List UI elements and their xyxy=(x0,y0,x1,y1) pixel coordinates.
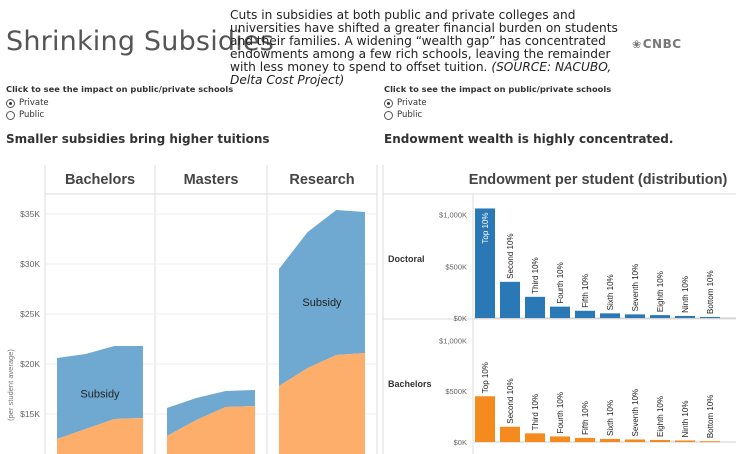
y-tick-label: $500K xyxy=(445,387,467,396)
y-tick-label: $500K xyxy=(445,262,467,271)
bar-label: Ninth 10% xyxy=(681,276,690,313)
radio-label: Private xyxy=(19,98,49,108)
y-tick-label: $15K xyxy=(20,409,40,419)
bar-bachelors xyxy=(575,437,595,442)
bar-label: Third 10% xyxy=(531,257,540,293)
radio-label: Public xyxy=(19,110,45,120)
bar-doctoral xyxy=(625,314,645,318)
radio-label: Private xyxy=(397,98,427,108)
bar-label: Fifth 10% xyxy=(581,274,590,308)
bar-label: Bottom 10% xyxy=(706,270,715,314)
tuition-area-bachelors xyxy=(57,418,143,454)
bar-label: Ninth 10% xyxy=(681,401,690,438)
page-title: Shrinking Subsidies xyxy=(6,26,275,57)
y-tick-label: $0K xyxy=(454,314,467,323)
bar-bachelors xyxy=(475,396,495,442)
bar-doctoral xyxy=(500,281,520,318)
right-section-title: Endowment wealth is highly concentrated. xyxy=(384,132,674,146)
filter-control-right: Click to see the impact on public/privat… xyxy=(384,84,611,121)
y-tick-label: $20K xyxy=(20,359,40,369)
tuition-area-masters xyxy=(167,406,255,454)
bar-bachelors xyxy=(550,436,570,442)
bar-bachelors xyxy=(650,439,670,442)
bar-doctoral xyxy=(475,208,495,318)
bar-bachelors xyxy=(500,426,520,442)
radio-private-left[interactable]: Private xyxy=(6,97,233,109)
source-note: (SOURCE: NACUBO, Delta Cost Project) xyxy=(230,60,612,87)
subsidy-area-bachelors xyxy=(57,346,143,439)
radio-private-right[interactable]: Private xyxy=(384,97,611,109)
radio-icon[interactable] xyxy=(384,110,393,120)
description-text: Cuts in subsidies at both public and pri… xyxy=(230,8,618,74)
bar-doctoral xyxy=(700,316,720,318)
subsidy-area-masters xyxy=(167,390,255,436)
subsidy-label: Subsidy xyxy=(302,297,342,309)
filter-title: Click to see the impact on public/privat… xyxy=(384,84,612,94)
bar-doctoral xyxy=(675,315,695,318)
peacock-icon: ❀ xyxy=(632,38,642,51)
bar-doctoral xyxy=(650,315,670,318)
radio-public-right[interactable]: Public xyxy=(384,109,611,121)
endowment-chart-title: Endowment per student (distribution) xyxy=(469,172,728,188)
y-tick-label: $25K xyxy=(20,309,40,319)
bar-doctoral xyxy=(525,296,545,318)
panel-title-bachelors: Bachelors xyxy=(65,172,135,188)
bar-label: Top 10% xyxy=(481,212,490,243)
bar-label: Fourth 10% xyxy=(556,262,565,303)
description: Cuts in subsidies at both public and pri… xyxy=(230,9,630,87)
panel-title-masters: Masters xyxy=(184,172,239,188)
bar-label: Sixth 10% xyxy=(606,400,615,436)
bar-label: Seventh 10% xyxy=(631,264,640,312)
cnbc-logo: ❀CNBC xyxy=(632,37,682,51)
logo-text: CNBC xyxy=(642,37,682,51)
y-tick-label: $1,000K xyxy=(439,211,467,220)
bar-label: Eighth 10% xyxy=(656,271,665,312)
bar-label: Second 10% xyxy=(506,378,515,423)
bar-doctoral xyxy=(600,313,620,318)
panel-title-research: Research xyxy=(289,172,354,188)
bar-label: Second 10% xyxy=(506,233,515,278)
y-axis-label: (per student average) xyxy=(6,349,15,421)
filter-control-left: Click to see the impact on public/privat… xyxy=(6,84,233,121)
radio-icon[interactable] xyxy=(6,98,15,108)
bar-label: Eighth 10% xyxy=(656,396,665,437)
bar-label: Fourth 10% xyxy=(556,392,565,433)
bar-label: Sixth 10% xyxy=(606,274,615,310)
bar-bachelors xyxy=(700,441,720,443)
filter-title: Click to see the impact on public/privat… xyxy=(6,84,234,94)
bar-doctoral xyxy=(575,310,595,318)
y-tick-label: $35K xyxy=(20,209,40,219)
radio-label: Public xyxy=(397,110,423,120)
bar-doctoral xyxy=(550,306,570,318)
bar-bachelors xyxy=(525,433,545,442)
y-tick-label: $1,000K xyxy=(439,336,467,345)
tuition-area-research xyxy=(279,353,365,454)
y-tick-label: $0K xyxy=(454,438,467,447)
subsidy-area-research xyxy=(279,210,365,386)
bar-bachelors xyxy=(675,440,695,442)
bar-bachelors xyxy=(625,439,645,442)
left-section-title: Smaller subsidies bring higher tuitions xyxy=(6,132,270,146)
bar-label: Bottom 10% xyxy=(706,395,715,439)
bar-bachelors xyxy=(600,438,620,442)
bar-label: Seventh 10% xyxy=(631,389,640,437)
row-label-doctoral: Doctoral xyxy=(388,254,425,264)
radio-public-left[interactable]: Public xyxy=(6,109,233,121)
radio-icon[interactable] xyxy=(6,110,15,120)
subsidy-label: Subsidy xyxy=(80,389,120,401)
radio-icon[interactable] xyxy=(384,98,393,108)
bar-label: Top 10% xyxy=(481,362,490,393)
bar-label: Fifth 10% xyxy=(581,401,590,435)
bar-label: Third 10% xyxy=(531,394,540,430)
y-tick-label: $30K xyxy=(20,259,40,269)
row-label-bachelors: Bachelors xyxy=(388,379,432,389)
